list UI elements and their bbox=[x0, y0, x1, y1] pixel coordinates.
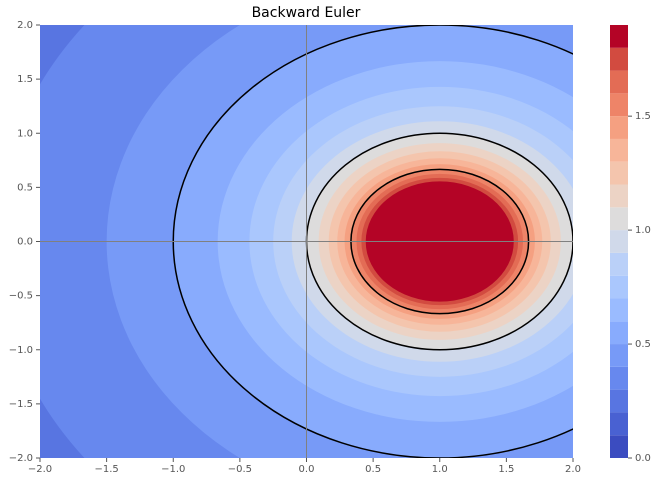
y-tick-label: −1.0 bbox=[9, 345, 33, 356]
colorbar-tick-label: 1.5 bbox=[635, 111, 651, 122]
colorbar-band bbox=[610, 47, 628, 71]
y-tick-label: 0.0 bbox=[17, 237, 33, 248]
x-tick-label: 2.0 bbox=[565, 464, 581, 475]
y-tick-label: 1.5 bbox=[17, 74, 33, 85]
x-tick-label: 1.0 bbox=[432, 464, 448, 475]
colorbar-band bbox=[610, 116, 628, 139]
colorbar-band bbox=[610, 184, 628, 208]
x-tick-label: −2.0 bbox=[28, 464, 52, 475]
colorbar-band bbox=[610, 70, 628, 94]
colorbar-band bbox=[610, 25, 628, 48]
x-tick-label: −1.5 bbox=[94, 464, 118, 475]
colorbar-tick-label: 0.0 bbox=[635, 453, 651, 464]
y-tick-label: −1.5 bbox=[9, 399, 33, 410]
colorbar-band bbox=[610, 412, 628, 436]
colorbar-band bbox=[610, 230, 628, 253]
y-tick-label: −2.0 bbox=[9, 453, 33, 464]
chart-title: Backward Euler bbox=[252, 5, 361, 21]
colorbar-band bbox=[610, 321, 628, 345]
y-tick-label: −0.5 bbox=[9, 291, 33, 302]
colorbar-band bbox=[610, 93, 628, 117]
colorbar-band bbox=[610, 435, 628, 458]
colorbar-band bbox=[610, 275, 628, 299]
colorbar-tick-label: 1.0 bbox=[635, 225, 651, 236]
colorbar-band bbox=[610, 161, 628, 185]
x-tick-label: 0.5 bbox=[365, 464, 381, 475]
colorbar-band bbox=[610, 344, 628, 367]
colorbar-band bbox=[610, 366, 628, 390]
x-tick-label: 1.5 bbox=[498, 464, 514, 475]
colorbar-tick-label: 0.5 bbox=[635, 339, 651, 350]
y-tick-label: 1.0 bbox=[17, 128, 33, 139]
x-tick-label: −0.5 bbox=[228, 464, 252, 475]
colorbar-band bbox=[610, 252, 628, 276]
x-tick-label: 0.0 bbox=[299, 464, 315, 475]
colorbar-band bbox=[610, 207, 628, 231]
colorbar-band bbox=[610, 138, 628, 162]
y-tick-label: 2.0 bbox=[17, 20, 33, 31]
colorbar-band bbox=[610, 298, 628, 322]
y-tick-label: 0.5 bbox=[17, 182, 33, 193]
colorbar-band bbox=[610, 389, 628, 413]
x-tick-label: −1.0 bbox=[161, 464, 185, 475]
